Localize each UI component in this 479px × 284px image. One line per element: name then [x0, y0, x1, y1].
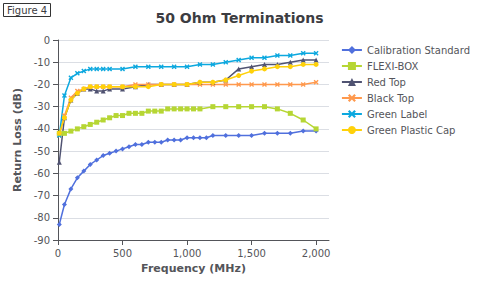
- svg-text:Figure 4: Figure 4: [7, 5, 47, 16]
- svg-text:1,500: 1,500: [237, 248, 266, 259]
- svg-text:50 Ohm Terminations: 50 Ohm Terminations: [156, 10, 324, 26]
- svg-text:-60: -60: [34, 168, 50, 179]
- svg-text:-10: -10: [34, 57, 50, 68]
- svg-text:Black Top: Black Top: [367, 93, 414, 104]
- svg-text:-90: -90: [34, 235, 50, 246]
- svg-text:0: 0: [44, 35, 50, 46]
- svg-text:FLEXI-BOX: FLEXI-BOX: [367, 61, 419, 72]
- svg-text:Green Plastic Cap: Green Plastic Cap: [367, 125, 455, 136]
- svg-text:-30: -30: [34, 101, 50, 112]
- svg-text:-50: -50: [34, 146, 50, 157]
- svg-text:-20: -20: [34, 79, 50, 90]
- svg-text:1,000: 1,000: [173, 248, 202, 259]
- svg-text:-80: -80: [34, 212, 50, 223]
- svg-text:Frequency (MHz): Frequency (MHz): [141, 262, 246, 275]
- svg-text:2,000: 2,000: [302, 248, 331, 259]
- svg-text:-40: -40: [34, 123, 50, 134]
- svg-text:Return Loss (dB): Return Loss (dB): [11, 88, 24, 192]
- svg-text:Calibration Standard: Calibration Standard: [367, 45, 470, 56]
- svg-text:Green Label: Green Label: [367, 109, 427, 120]
- svg-text:-70: -70: [34, 190, 50, 201]
- svg-text:0: 0: [55, 248, 61, 259]
- svg-text:Red Top: Red Top: [367, 77, 406, 88]
- svg-text:500: 500: [113, 248, 132, 259]
